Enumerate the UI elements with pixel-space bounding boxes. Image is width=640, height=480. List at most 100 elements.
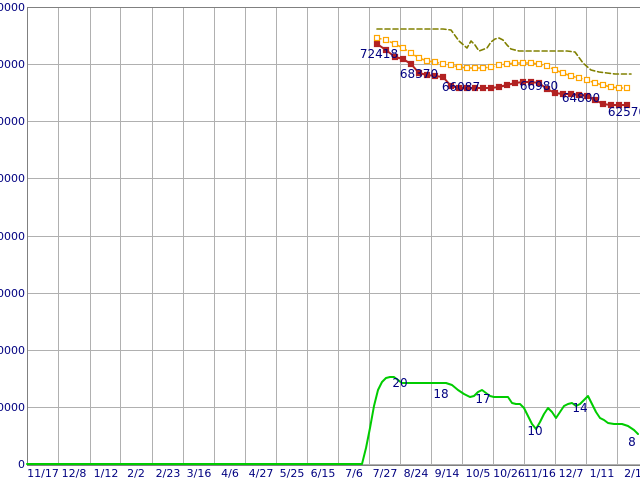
series-marker-orange-dashed-markers: [382, 36, 390, 44]
series-marker-orange-dashed-markers: [407, 49, 415, 57]
data-value-label: 62570: [608, 105, 640, 119]
series-marker-red-solid-markers: [463, 84, 471, 92]
series-marker-red-solid-markers: [591, 96, 599, 104]
series-marker-orange-dashed-markers: [503, 60, 511, 68]
x-tick-label: 9/14: [435, 467, 460, 480]
y-tick-label: 30000: [0, 287, 25, 300]
series-marker-orange-dashed-markers: [519, 59, 527, 67]
x-tick-label: 2/2: [127, 467, 145, 480]
x-tick-label: 2/23: [156, 467, 181, 480]
data-value-label: 10: [527, 424, 542, 438]
x-tick-label: 7/6: [345, 467, 363, 480]
series-marker-red-solid-markers: [615, 101, 623, 109]
series-marker-red-solid-markers: [543, 85, 551, 93]
series-marker-red-solid-markers: [511, 79, 519, 87]
series-marker-red-solid-markers: [391, 53, 399, 61]
data-value-label: 18: [433, 387, 448, 401]
data-value-label: 68370: [400, 67, 438, 81]
series-marker-orange-dashed-markers: [607, 83, 615, 91]
x-tick-label: 4/27: [249, 467, 274, 480]
y-tick-label: 10000: [0, 401, 25, 414]
series-marker-red-solid-markers: [599, 100, 607, 108]
x-tick-label: 12/7: [559, 467, 584, 480]
series-marker-red-solid-markers: [623, 101, 631, 109]
y-tick-label: 80000: [0, 1, 25, 14]
series-marker-orange-dashed-markers: [559, 69, 567, 77]
x-tick-label: 11/16: [524, 467, 556, 480]
series-marker-red-solid-markers: [455, 84, 463, 92]
series-marker-orange-dashed-markers: [455, 63, 463, 71]
data-value-label: 17: [475, 392, 490, 406]
y-tick-label: 50000: [0, 172, 25, 185]
series-marker-red-solid-markers: [567, 90, 575, 98]
series-marker-orange-dashed-markers: [543, 62, 551, 70]
series-marker-orange-dashed-markers: [463, 64, 471, 72]
series-marker-red-solid-markers: [527, 78, 535, 86]
x-tick-label: 1/11: [590, 467, 615, 480]
data-value-label: 8: [628, 435, 636, 449]
series-marker-red-solid-markers: [415, 69, 423, 77]
series-marker-red-solid-markers: [495, 83, 503, 91]
x-tick-label: 5/25: [280, 467, 305, 480]
series-marker-red-solid-markers: [423, 71, 431, 79]
series-marker-orange-dashed-markers: [447, 61, 455, 69]
x-tick-label: 6/15: [311, 467, 336, 480]
series-line-olive-dashed: [376, 28, 632, 75]
x-tick-label: 3/16: [187, 467, 212, 480]
x-tick-label: 7/27: [373, 467, 398, 480]
y-tick-label: 0: [18, 458, 25, 471]
x-axis-tick-labels: 11/17 12/8 1/12 2/2 2/23 3/16 4/6 4/27 5/25 6/15 7…: [27, 467, 640, 480]
series-marker-red-solid-markers: [447, 82, 455, 90]
series-marker-orange-dashed-markers: [399, 44, 407, 52]
series-marker-red-solid-markers: [535, 79, 543, 87]
series-marker-orange-dashed-markers: [495, 61, 503, 69]
x-tick-label: 8/24: [404, 467, 429, 480]
y-tick-label: 60000: [0, 115, 25, 128]
data-value-label: 64800: [562, 91, 600, 105]
series-marker-orange-dashed-markers: [479, 64, 487, 72]
series-marker-orange-dashed-markers: [623, 84, 631, 92]
series-marker-orange-dashed-markers: [535, 60, 543, 68]
data-value-label: 66087: [442, 80, 480, 94]
series-marker-orange-dashed-markers: [439, 60, 447, 68]
y-tick-label: 40000: [0, 230, 25, 243]
x-tick-label: 10/26: [493, 467, 525, 480]
series-marker-red-solid-markers: [373, 40, 381, 48]
y-axis-tick-labels: 0 10000 20000 30000 40000 50000 60000 70000 8000…: [0, 1, 25, 471]
series-marker-red-solid-markers: [575, 91, 583, 99]
series-marker-orange-dashed-markers: [567, 72, 575, 80]
series-marker-red-solid-markers: [607, 101, 615, 109]
series-marker-red-solid-markers: [407, 60, 415, 68]
series-marker-orange-dashed-markers: [615, 84, 623, 92]
series-marker-orange-dashed-markers: [431, 58, 439, 66]
x-tick-label: 1/12: [94, 467, 119, 480]
series-marker-orange-dashed-markers: [599, 81, 607, 89]
series-marker-orange-dashed-markers: [373, 34, 381, 42]
data-value-label: 72418: [360, 47, 398, 61]
series-marker-orange-dashed-markers: [415, 54, 423, 62]
series-marker-red-solid-markers: [382, 46, 390, 54]
x-tick-label: 12/8: [62, 467, 87, 480]
series-marker-red-solid-markers: [559, 90, 567, 98]
series-marker-orange-dashed-markers: [487, 63, 495, 71]
series-marker-orange-dashed-markers: [583, 76, 591, 84]
series-marker-orange-dashed-markers: [471, 64, 479, 72]
x-tick-label: 2/1: [624, 467, 640, 480]
series-marker-orange-dashed-markers: [423, 57, 431, 65]
series-marker-red-solid-markers: [487, 84, 495, 92]
series-marker-red-solid-markers: [519, 78, 527, 86]
series-lines: [26, 28, 639, 465]
y-tick-label: 20000: [0, 344, 25, 357]
x-tick-label: 4/6: [221, 467, 239, 480]
series-marker-orange-dashed-markers: [551, 66, 559, 74]
data-value-label: 20: [392, 376, 407, 390]
series-marker-red-solid-markers: [503, 81, 511, 89]
series-marker-red-solid-markers: [479, 84, 487, 92]
series-marker-red-solid-markers: [439, 73, 447, 81]
axis-lines: [27, 7, 640, 466]
series-line-green-solid: [26, 376, 639, 465]
x-tick-label: 11/17: [27, 467, 59, 480]
